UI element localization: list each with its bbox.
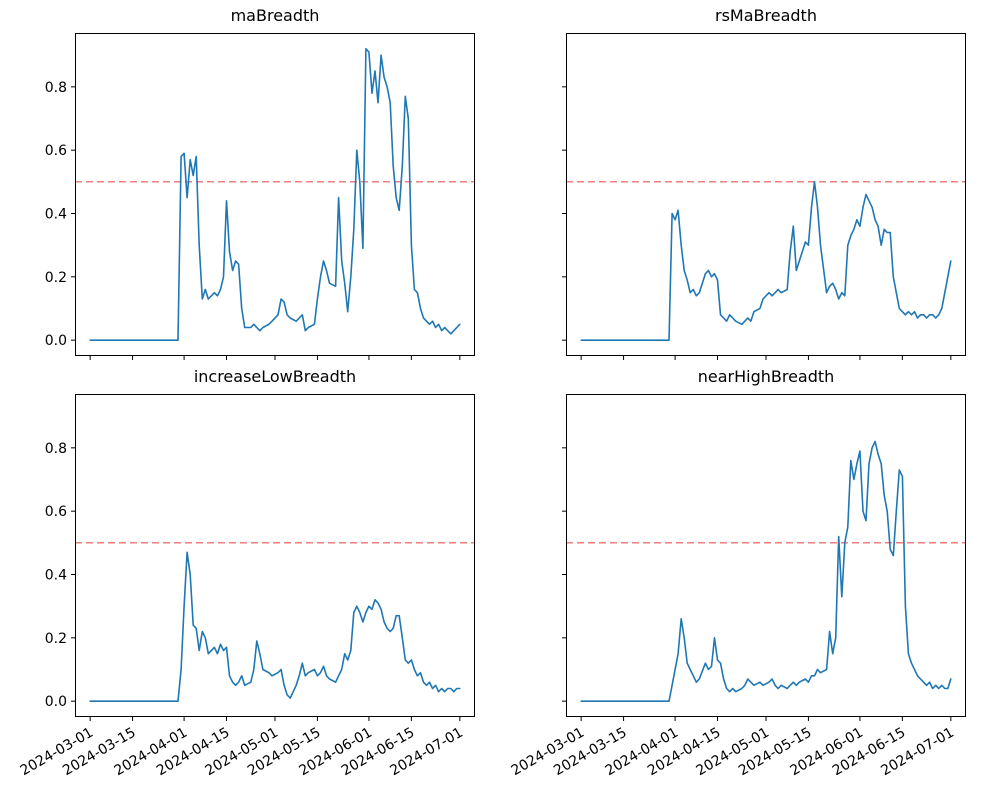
y-tick-label: 0.6 (45, 143, 67, 159)
y-tick-label: 0.0 (45, 333, 67, 349)
axes-frame (75, 33, 475, 356)
chart-title-rs-ma-breadth: rsMaBreadth (715, 6, 817, 25)
axes-frame (566, 394, 966, 717)
y-tick-label: 0.6 (45, 504, 67, 520)
subplot-increase-low-breadth: increaseLowBreadth 2024-03-01 2024-03-15 2… (18, 367, 475, 779)
data-line (580, 181, 952, 342)
chart-title-ma-breadth: maBreadth (230, 6, 320, 25)
y-tick-label: 0.2 (45, 631, 67, 647)
y-tick-label: 0.8 (45, 80, 67, 96)
plot-area-rs-ma-breadth (562, 33, 966, 360)
axes-frame (566, 33, 966, 356)
plot-area-ma-breadth: 0.0 0.2 0.4 0.6 0.8 (45, 33, 475, 360)
y-tick-label: 0.8 (45, 441, 67, 457)
plot-area-near-high-breadth: 2024-03-012024-03-152024-04-012024-04-15… (509, 394, 966, 779)
subplot-rs-ma-breadth: rsMaBreadth (562, 6, 966, 360)
y-tick-label: 0.2 (45, 270, 67, 286)
y-tick-label: 0.4 (45, 568, 67, 584)
data-line (580, 440, 952, 703)
chart-title-near-high-breadth: nearHighBreadth (697, 367, 835, 386)
data-line (89, 551, 461, 703)
chart-title-increase-low-breadth: increaseLowBreadth (193, 367, 357, 386)
subplot-near-high-breadth: nearHighBreadth 2024-03-01 2024-03-15 2024… (509, 367, 966, 779)
y-tick-label: 0.4 (45, 207, 67, 223)
data-line (89, 48, 461, 342)
y-tick-label: 0.0 (45, 694, 67, 710)
subplot-ma-breadth: maBreadth 0.0 0.2 0.4 0.6 0.8 (45, 6, 475, 360)
plot-area-increase-low-breadth: 2024-03-012024-03-152024-04-012024-04-15… (18, 394, 475, 779)
axes-frame (75, 394, 475, 717)
